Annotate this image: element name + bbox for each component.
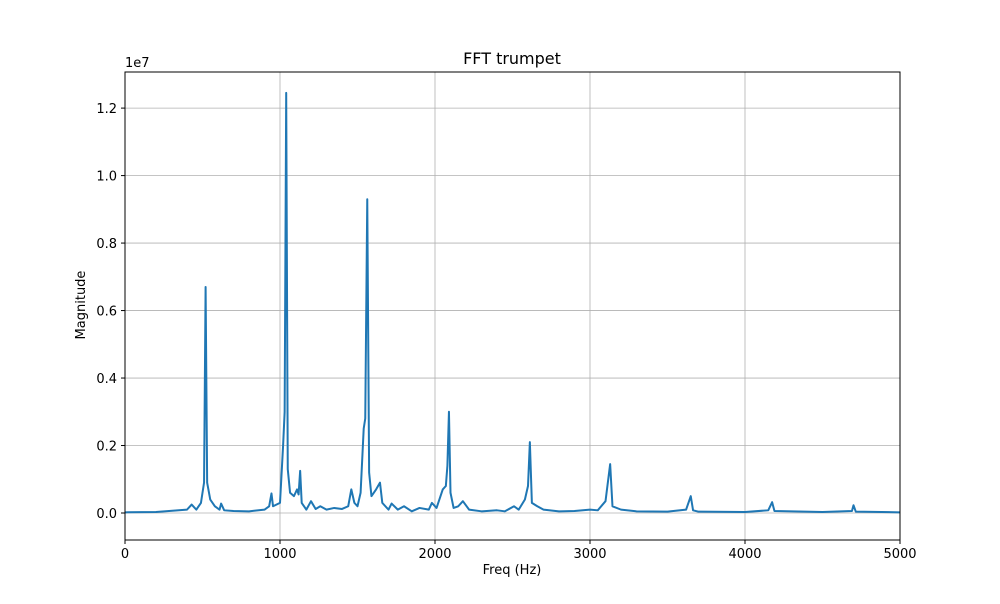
x-tick-label: 5000: [883, 547, 916, 562]
y-axis-label: Magnitude: [74, 271, 89, 340]
chart-title: FFT trumpet: [463, 49, 561, 68]
y-tick-label: 1.2: [96, 102, 117, 117]
y-tick-label: 0.0: [96, 507, 117, 522]
y-tick-label: 0.8: [96, 237, 117, 252]
y-tick-label: 0.4: [96, 372, 117, 387]
y-tick-label: 1.0: [96, 170, 117, 185]
x-tick-label: 1000: [263, 547, 296, 562]
y-tick-label: 0.6: [96, 305, 117, 320]
x-tick-label: 2000: [418, 547, 451, 562]
x-tick-label: 0: [121, 547, 129, 562]
plot-frame: [124, 71, 901, 541]
y-offset-label: 1e7: [125, 56, 150, 71]
x-tick-label: 3000: [573, 547, 606, 562]
y-tick-label: 0.2: [96, 440, 117, 455]
data-line: [124, 91, 901, 514]
x-axis-label: Freq (Hz): [483, 563, 542, 578]
x-tick-label: 4000: [728, 547, 761, 562]
